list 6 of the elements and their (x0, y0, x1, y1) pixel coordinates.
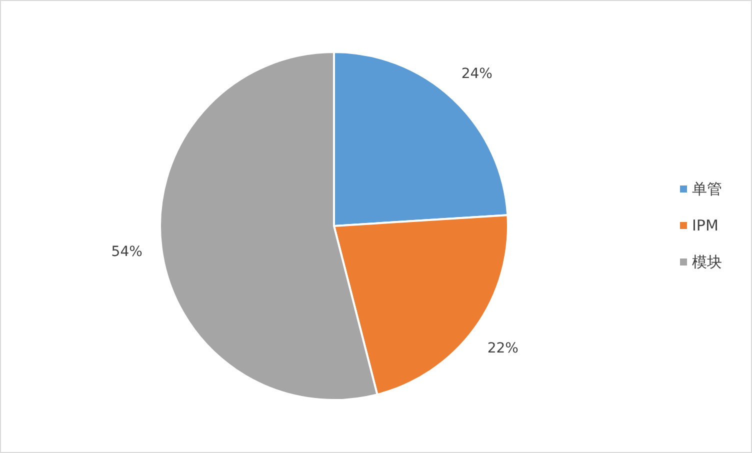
data-label: 22% (487, 340, 518, 357)
data-label: 24% (461, 66, 492, 82)
legend-label: 单管 (692, 180, 722, 198)
legend-label: 模块 (692, 253, 722, 271)
data-label: 54% (111, 244, 142, 260)
legend-label: IPM (692, 216, 718, 234)
